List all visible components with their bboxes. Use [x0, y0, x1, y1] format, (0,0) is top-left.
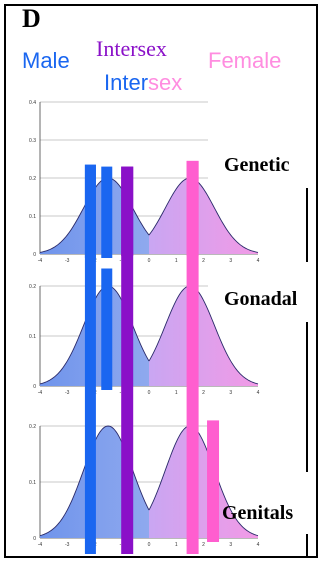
- panel-letter: D: [22, 4, 41, 33]
- female-distribution-area: [149, 286, 258, 386]
- x-tick-label: 2: [202, 390, 205, 396]
- x-tick-label: -4: [38, 390, 43, 396]
- y-tick-label: 0: [33, 536, 36, 542]
- y-tick-label: 0.2: [29, 176, 36, 182]
- x-tick-label: -4: [38, 258, 43, 264]
- x-tick-label: 1: [175, 542, 178, 548]
- plots-layer: 00.10.20.30.4-4-3-2-10123400.10.2-4-3-2-…: [29, 100, 260, 554]
- x-tick-label: 0: [148, 542, 151, 548]
- x-tick-label: 4: [257, 258, 260, 264]
- figure-panel: 00.10.20.30.4-4-3-2-10123400.10.2-4-3-2-…: [4, 4, 318, 558]
- legend-male-label: Male: [22, 48, 70, 73]
- female-distribution-area: [149, 178, 258, 254]
- female-bar: [207, 420, 220, 542]
- y-tick-label: 0.2: [29, 284, 36, 290]
- x-tick-label: 4: [257, 542, 260, 548]
- row-divider: [306, 188, 308, 262]
- x-tick-label: -3: [65, 542, 70, 548]
- intersex-spanning-bar: [121, 166, 134, 554]
- female-distribution-area: [149, 426, 258, 538]
- row-divider: [306, 322, 308, 472]
- y-tick-label: 0.1: [29, 214, 36, 220]
- legend-intersex-part-male: Inter: [104, 70, 149, 95]
- y-tick-label: 0.1: [29, 334, 36, 340]
- female-spanning-bar: [186, 160, 199, 554]
- x-tick-label: 4: [257, 390, 260, 396]
- row-label-gonadal: Gonadal: [224, 288, 298, 310]
- y-tick-label: 0.4: [29, 100, 36, 106]
- x-tick-label: 0: [148, 258, 151, 264]
- x-tick-label: 2: [202, 258, 205, 264]
- x-tick-label: 1: [175, 258, 178, 264]
- legend-intersex-gradient-label: Intersex: [104, 70, 182, 96]
- legend-intersex-label: Intersex: [96, 36, 167, 61]
- female-distribution-curve: [148, 285, 259, 385]
- x-tick-label: 1: [175, 390, 178, 396]
- x-tick-label: -3: [65, 390, 70, 396]
- male-spanning-bar: [84, 164, 96, 554]
- row-divider: [306, 534, 308, 556]
- x-tick-label: 2: [202, 542, 205, 548]
- female-distribution-curve: [148, 425, 259, 537]
- x-tick-label: 3: [229, 542, 232, 548]
- x-tick-label: -3: [65, 258, 70, 264]
- y-tick-label: 0.1: [29, 480, 36, 486]
- x-tick-label: 3: [229, 258, 232, 264]
- y-tick-label: 0.3: [29, 138, 36, 144]
- x-tick-label: 0: [148, 390, 151, 396]
- female-distribution-curve: [148, 177, 259, 253]
- male-bar: [101, 166, 113, 258]
- y-tick-label: 0.2: [29, 424, 36, 430]
- y-tick-label: 0: [33, 384, 36, 390]
- x-tick-label: 3: [229, 390, 232, 396]
- row-label-genitals: Genitals: [222, 502, 294, 524]
- x-tick-label: -4: [38, 542, 43, 548]
- row-label-genetic: Genetic: [224, 154, 290, 176]
- legend-intersex-part-female: sex: [148, 70, 183, 95]
- male-bar: [101, 268, 113, 390]
- legend-female-label: Female: [208, 48, 282, 73]
- y-tick-label: 0: [33, 252, 36, 258]
